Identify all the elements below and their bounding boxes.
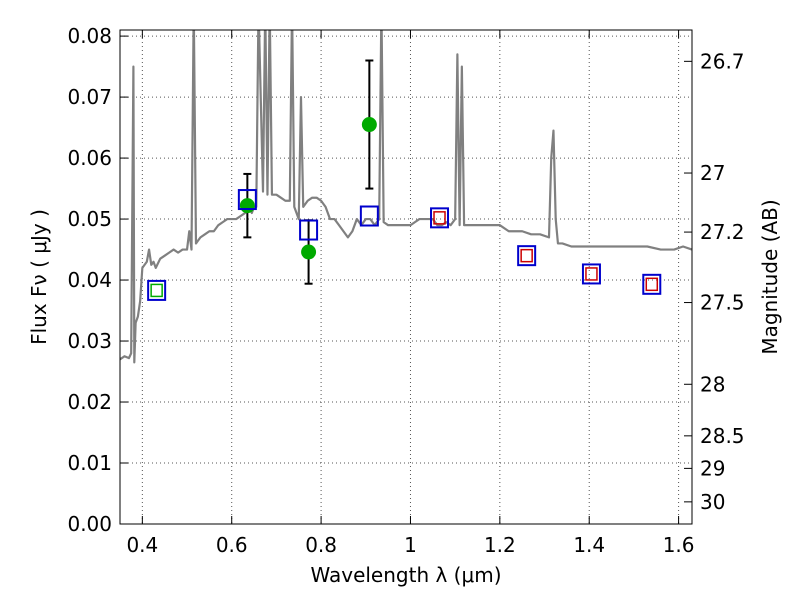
y2-tick-label: 26.7 <box>700 49 745 73</box>
y2-tick-label: 27.2 <box>700 220 745 244</box>
y2-tick-label: 28.5 <box>700 424 745 448</box>
y2-tick-label: 29 <box>700 456 725 480</box>
plot-area <box>120 30 692 524</box>
y-tick-label: 0.08 <box>67 24 112 48</box>
x-axis-label: Wavelength λ (μm) <box>310 563 501 587</box>
data-layer <box>120 30 692 364</box>
observed-point <box>239 198 255 214</box>
y-tick-label: 0.01 <box>67 451 112 475</box>
plot-frame <box>119 29 693 525</box>
model-photometry-box <box>237 189 257 211</box>
y-tick-label: 0.07 <box>67 85 112 109</box>
y2-tick-label: 28 <box>700 372 725 396</box>
inner-photometry-box <box>520 248 533 263</box>
observed-point <box>301 244 317 260</box>
model-photometry-box <box>642 273 662 295</box>
x-tick-label: 0.6 <box>216 533 248 557</box>
y-tick-label: 0.02 <box>67 390 112 414</box>
y2-tick-label: 30 <box>700 490 725 514</box>
x-tick-label: 1.2 <box>484 533 516 557</box>
y-tick-label: 0.06 <box>67 146 112 170</box>
y-tick-label: 0.05 <box>67 207 112 231</box>
model-photometry-box <box>581 263 601 285</box>
x-tick-label: 1.4 <box>573 533 605 557</box>
inner-photometry-box <box>433 211 446 225</box>
y-tick-label: 0.00 <box>67 512 112 536</box>
model-photometry-box <box>299 219 319 241</box>
y2-axis-label: Magnitude (AB) <box>758 199 782 354</box>
y2-ticks: 26.7 27 27.2 27.5 28 28.5 29 30 <box>684 49 745 514</box>
y-ticks: 0.00 0.01 0.02 0.03 0.04 0.05 0.06 0.07 0.08 <box>67 24 128 536</box>
inner-phot-layer <box>150 211 659 298</box>
x-tick-label: 1 <box>404 533 417 557</box>
x-ticks: 0.4 0.6 0.8 1 1.2 1.4 1.6 <box>126 30 695 557</box>
x-tick-label: 1.6 <box>663 533 695 557</box>
inner-photometry-box <box>585 267 598 281</box>
y-axis-label: Flux Fν ( μJy ) <box>27 209 51 345</box>
x-tick-label: 0.8 <box>305 533 337 557</box>
model-photometry-box <box>517 245 537 267</box>
model-photometry-box <box>147 279 167 301</box>
y-tick-label: 0.03 <box>67 329 112 353</box>
y2-tick-label: 27.5 <box>700 291 745 315</box>
inner-photometry-box <box>150 283 163 298</box>
model-photometry-box <box>430 207 450 229</box>
model-spectrum-line <box>120 30 692 364</box>
inner-photometry-box <box>645 277 659 292</box>
y2-tick-label: 27 <box>700 161 725 185</box>
x-tick-label: 0.4 <box>126 533 158 557</box>
model-phot-layer <box>147 189 662 301</box>
model-photometry-box <box>359 205 379 227</box>
y-tick-label: 0.04 <box>67 268 112 292</box>
observed-point <box>361 117 377 133</box>
